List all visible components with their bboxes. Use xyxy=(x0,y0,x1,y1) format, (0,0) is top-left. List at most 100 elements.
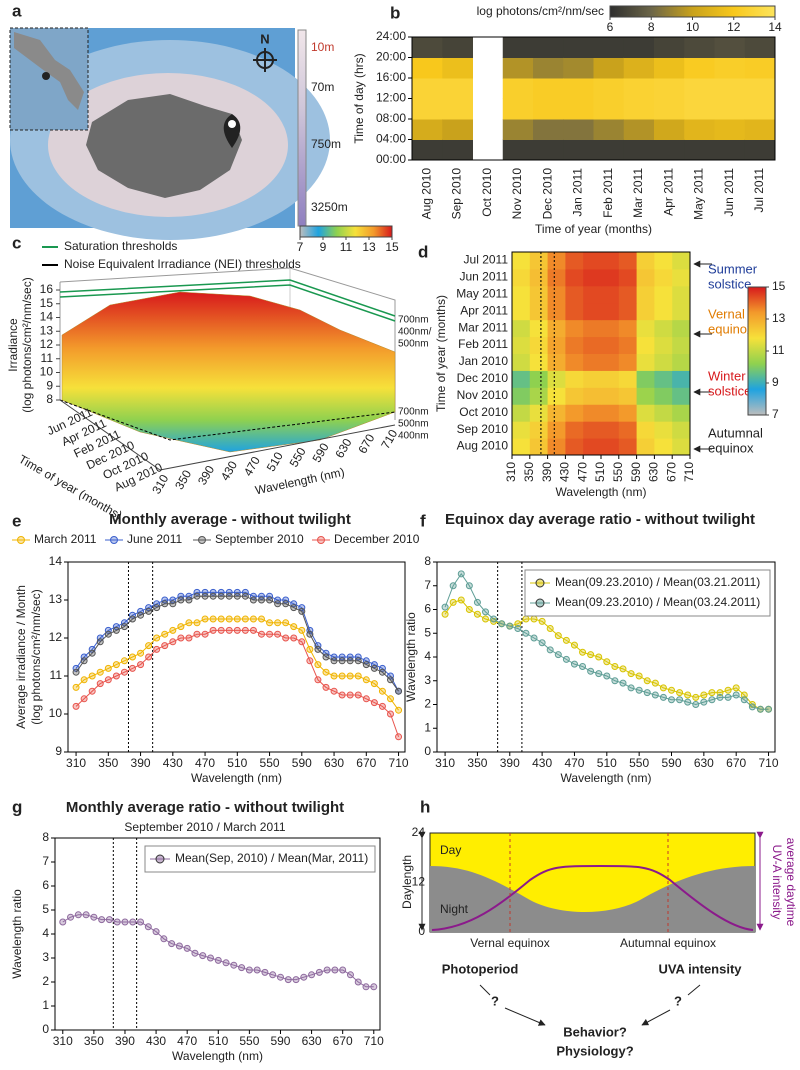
data-point xyxy=(362,676,370,684)
x-tick-label: Jul 2011 xyxy=(752,168,766,213)
legend-label: Mean(09.23.2010) / Mean(03.24.2011) xyxy=(555,595,760,609)
data-point xyxy=(530,634,538,642)
heat-cell xyxy=(442,37,473,58)
data-point xyxy=(740,691,748,699)
x-tick-label: 550 xyxy=(611,462,625,482)
colorbar-tick-label: 6 xyxy=(607,20,614,34)
y-tick-label: 8 xyxy=(42,830,49,844)
x-tick-label: 390 xyxy=(540,462,554,482)
data-point xyxy=(120,623,128,631)
heat-cell xyxy=(618,302,638,321)
x-tick-label: Nov 2010 xyxy=(510,168,524,220)
data-point xyxy=(716,689,724,697)
heat-cell xyxy=(672,353,691,371)
data-point xyxy=(233,592,241,600)
y-axis-title: Time of year (months) xyxy=(434,295,448,412)
heat-cell xyxy=(672,302,691,321)
heat-cell xyxy=(512,353,531,371)
data-point xyxy=(137,649,145,657)
surface xyxy=(61,291,396,453)
heat-cell xyxy=(529,285,549,304)
heat-cell xyxy=(442,78,473,99)
surface-annotation: 400nm/ xyxy=(398,327,432,338)
data-point xyxy=(238,964,246,972)
legend-label: Mean(Sep, 2010) / Mean(Mar, 2011) xyxy=(175,851,368,865)
heat-cell xyxy=(565,302,584,321)
heat-cell xyxy=(654,37,685,58)
night-area xyxy=(430,866,755,932)
arrow xyxy=(641,1009,671,1026)
heat-cell xyxy=(593,57,625,79)
data-point xyxy=(241,615,249,623)
data-point xyxy=(386,695,394,703)
data-point xyxy=(322,668,330,676)
y-tick-label: Nov 2010 xyxy=(457,388,509,402)
y-tick-label: 13 xyxy=(49,592,63,606)
x-tick-label: 390 xyxy=(131,756,151,770)
heat-cell xyxy=(714,139,746,161)
data-point xyxy=(185,596,193,604)
legend-label: Saturation thresholds xyxy=(64,239,177,253)
data-point xyxy=(292,976,300,984)
data-point xyxy=(88,649,96,657)
data-point xyxy=(284,976,292,984)
z-axis-title: Irradiance xyxy=(6,318,20,372)
data-point xyxy=(185,634,193,642)
data-point xyxy=(120,668,128,676)
heat-cell xyxy=(618,438,638,456)
data-point xyxy=(72,702,80,710)
heat-cell xyxy=(654,139,685,161)
colorbar-tick-label: 15 xyxy=(385,240,399,254)
y-tick-label: 4 xyxy=(424,649,431,663)
x-tick-label: 470 xyxy=(564,756,584,770)
y-tick-label: 04:00 xyxy=(376,132,406,146)
y-tick-label: 20:00 xyxy=(376,50,406,64)
heat-cell xyxy=(412,57,443,79)
y-tick-label: 0 xyxy=(418,924,425,938)
data-point xyxy=(169,600,177,608)
heat-cell xyxy=(601,370,620,388)
data-point xyxy=(562,655,570,663)
heat-cell xyxy=(593,98,625,120)
x-tick-label: 430 xyxy=(146,1034,166,1048)
data-point xyxy=(338,672,346,680)
z-tick-label: 10 xyxy=(40,365,54,379)
data-point xyxy=(120,657,128,665)
photoperiod: Photoperiod xyxy=(442,961,519,976)
z-tick-label: 16 xyxy=(40,282,54,296)
data-point xyxy=(659,684,667,692)
heat-cell xyxy=(623,139,655,161)
chart-title: Monthly average ratio - without twilight xyxy=(66,799,344,816)
legend-label: Noise Equivalent Irradiance (NEI) thresh… xyxy=(64,257,301,271)
x-tick-label: 710 xyxy=(759,756,779,770)
heat-cell xyxy=(714,57,746,79)
data-point xyxy=(627,684,635,692)
z-tick-label: 8 xyxy=(46,392,53,406)
heat-cell xyxy=(654,438,673,456)
data-point xyxy=(370,699,378,707)
data-point xyxy=(306,645,314,653)
data-point xyxy=(611,663,619,670)
x-tick-label: May 2011 xyxy=(692,168,706,220)
heat-cell xyxy=(512,387,531,405)
data-point xyxy=(449,582,457,590)
data-point xyxy=(441,603,449,611)
data-point xyxy=(282,634,290,642)
y-tick-label: 3 xyxy=(424,673,431,687)
heat-cell xyxy=(547,387,566,405)
heat-cell xyxy=(565,353,584,371)
colorbar-tick-label: 8 xyxy=(648,20,655,34)
surface-annotation: 500nm xyxy=(398,339,429,350)
heat-cell xyxy=(636,421,655,439)
data-point xyxy=(465,582,473,590)
x-tick-label: Dec 2010 xyxy=(540,168,554,220)
data-point xyxy=(306,630,314,638)
data-point xyxy=(128,615,136,623)
data-point xyxy=(82,911,90,919)
heat-cell xyxy=(547,252,566,270)
data-point xyxy=(603,658,611,666)
data-point xyxy=(354,978,362,986)
data-point xyxy=(314,661,322,669)
data-point xyxy=(128,653,136,661)
heat-cell xyxy=(563,98,594,120)
